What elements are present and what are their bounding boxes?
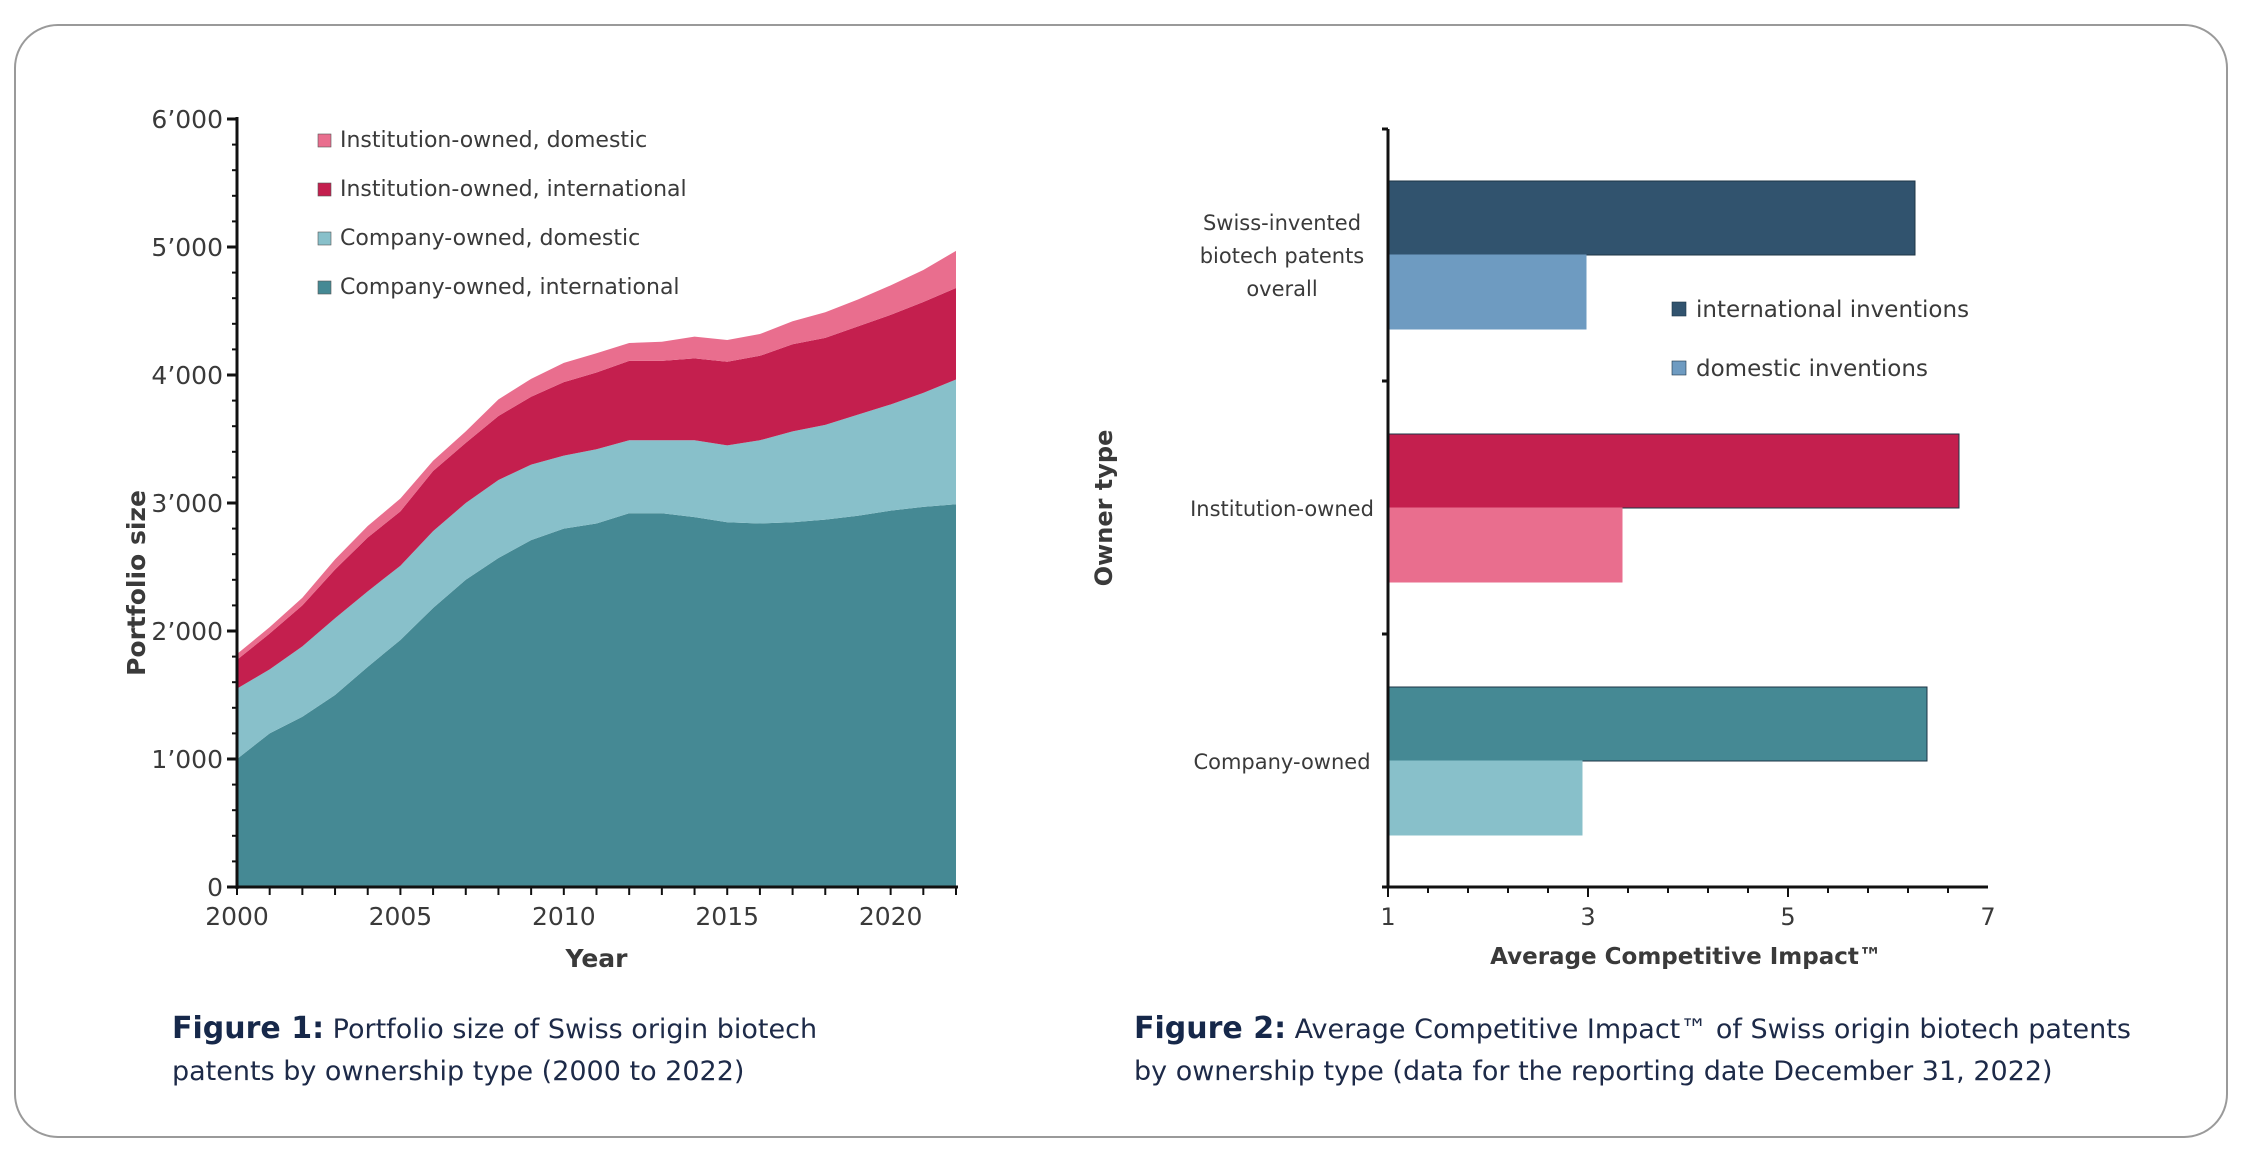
y-tick-label: 2’000 (151, 617, 223, 646)
legend-swatch-2 (318, 183, 331, 196)
category-label: Institution-owned (1190, 497, 1374, 521)
y-tick-label: 5’000 (151, 233, 223, 262)
legend-label-2: Institution-owned, international (340, 177, 687, 202)
legend-swatch-3 (318, 134, 331, 147)
y-tick-label: 0 (207, 873, 223, 902)
figure-2-caption: Figure 2: Average Competitive Impact™ of… (1134, 1008, 2131, 1093)
y-tick-label: 4’000 (151, 361, 223, 390)
figure-1-caption-line2: patents by ownership type (2000 to 2022) (172, 1056, 744, 1087)
legend-label-2-0: international inventions (1696, 297, 1969, 323)
bar-domestic-1 (1388, 508, 1622, 582)
y-axis-title-2: Owner type (1090, 430, 1118, 587)
figure-1-label: Figure 1: (172, 1011, 324, 1046)
x-axis-title-2: Average Competitive Impact™ (1490, 944, 1882, 970)
figure-2-caption-line2: by ownership type (data for the reportin… (1134, 1056, 2053, 1087)
x-axis-title: Year (565, 944, 629, 973)
figure-1-caption: Figure 1: Portfolio size of Swiss origin… (172, 1008, 817, 1093)
x-tick-label: 2010 (532, 902, 596, 931)
figure-2-caption-line1: Average Competitive Impact™ of Swiss ori… (1286, 1014, 2131, 1045)
legend-label-1: Company-owned, domestic (340, 226, 640, 251)
x-tick-label: 2005 (369, 902, 433, 931)
x-tick-label: 2020 (859, 902, 923, 931)
category-label: overall (1246, 277, 1317, 301)
category-label: Swiss-invented (1203, 211, 1361, 235)
x-tick-label-2: 1 (1380, 903, 1395, 931)
y-tick-label: 1’000 (151, 745, 223, 774)
bar-international-1 (1388, 434, 1959, 508)
legend-swatch-2-1 (1672, 361, 1686, 375)
x-tick-label: 2000 (205, 902, 269, 931)
bar-domestic-2 (1388, 761, 1582, 835)
figure-2-label: Figure 2: (1134, 1011, 1286, 1046)
legend-label-0: Company-owned, international (340, 275, 680, 300)
legend-swatch-0 (318, 281, 331, 294)
x-tick-label-2: 5 (1780, 903, 1795, 931)
legend-swatch-2-0 (1672, 302, 1686, 316)
category-label: Company-owned (1193, 750, 1370, 774)
bar-international-2 (1388, 687, 1927, 761)
y-tick-label: 3’000 (151, 489, 223, 518)
legend-swatch-1 (318, 232, 331, 245)
x-tick-label: 2015 (695, 902, 759, 931)
category-label: biotech patents (1200, 244, 1365, 268)
legend-label-3: Institution-owned, domestic (340, 128, 647, 153)
y-axis-title: Portfolio size (122, 490, 151, 676)
x-tick-label-2: 3 (1580, 903, 1595, 931)
bar-domestic-0 (1388, 255, 1586, 329)
y-tick-label: 6’000 (151, 105, 223, 134)
bar-international-0 (1388, 181, 1915, 255)
legend-label-2-1: domestic inventions (1696, 356, 1928, 382)
figure-1-caption-line1: Portfolio size of Swiss origin biotech (324, 1014, 817, 1045)
x-tick-label-2: 7 (1980, 903, 1995, 931)
